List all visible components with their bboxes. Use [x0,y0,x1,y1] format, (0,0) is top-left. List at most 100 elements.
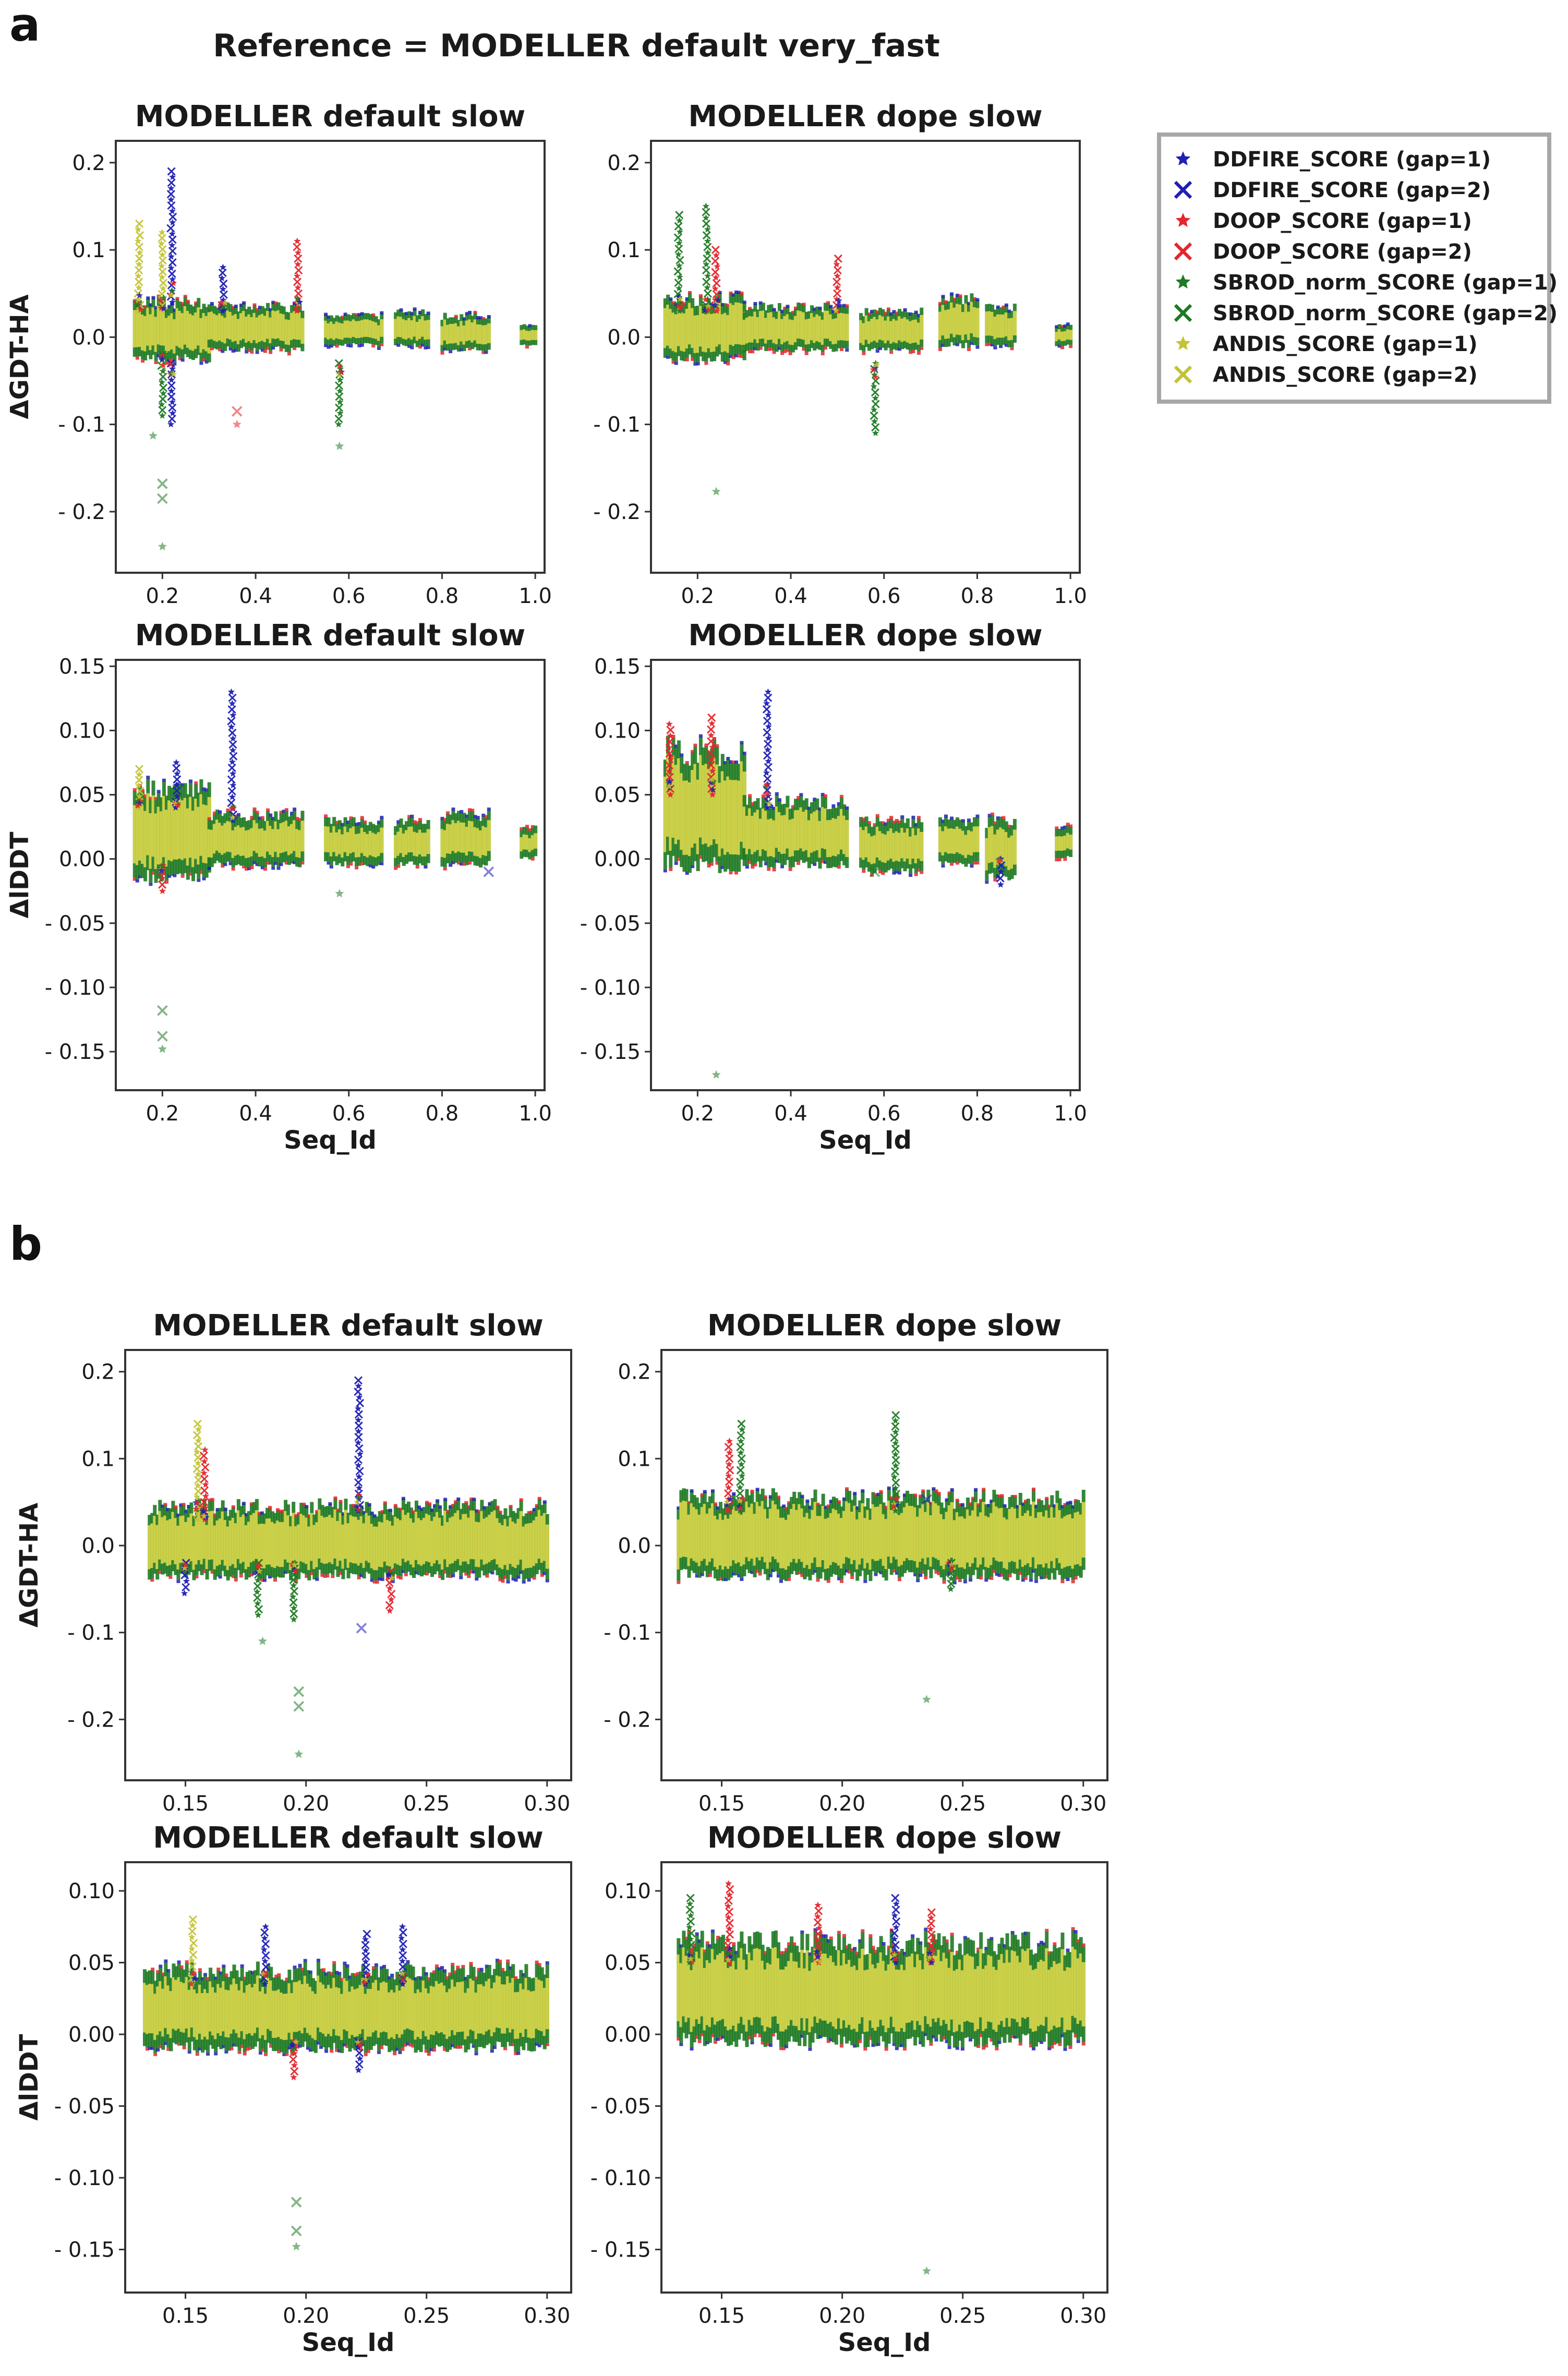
spike-point-sbrod [947,1585,955,1592]
point-band-andis [740,303,744,345]
point-band-edge [221,864,225,868]
point-band-edge [684,1936,689,1940]
point-band-andis [522,834,526,850]
point-band-edge [975,298,980,301]
point-band-andis [215,1520,220,1566]
point-band-andis [191,315,196,351]
point-band-andis [209,1981,213,2032]
point-band-edge [263,349,267,353]
point-band-andis [850,1967,854,2030]
spike-point-sbrod [158,406,167,415]
spike-base-point [262,1972,270,1979]
spike-base-point [677,304,684,311]
x-tick-label: 0.4 [239,584,272,608]
point-band-andis [532,1991,536,2039]
point-band-andis [892,1501,896,1557]
point-band-edge [740,1577,744,1581]
spike-point-sbrod [891,1422,900,1431]
point-band-andis [365,1513,369,1561]
outlier-point-sbrod [335,441,344,450]
point-band-andis [198,1984,202,2034]
spike-point-sbrod [703,289,712,298]
point-band-andis [396,316,401,337]
point-band-edge [159,2045,163,2048]
point-band-andis [143,316,148,352]
point-band-edge [135,879,139,883]
point-band-andis [863,1970,867,2032]
point-band-andis [545,1977,549,2030]
point-band-edge [808,1952,812,1956]
point-band-andis [1008,1962,1012,2027]
point-band-andis [408,1979,413,2030]
point-band-edge [703,1949,707,1953]
point-band-edge [250,816,254,819]
point-band-andis [203,1989,207,2037]
point-band-andis [807,820,811,858]
spike-point-doop [814,1907,823,1915]
point-band-andis [406,1976,410,2029]
spike-point-doop [200,1475,209,1484]
point-band-edge [501,1579,505,1583]
point-band-edge [522,1973,526,1976]
point-band-edge [992,1570,996,1573]
point-band-edge [380,311,384,315]
point-band-edge [850,1948,854,1952]
point-band-andis [818,1950,823,2019]
point-band-edge [958,1579,962,1583]
point-band-edge [818,1931,823,1935]
point-band-andis [941,831,945,855]
point-band-andis [783,316,787,343]
point-band-andis [934,1503,938,1559]
spike-point-ddfire [167,201,176,210]
spike-point-doop [834,284,841,291]
point-band-andis [803,1968,807,2031]
point-band-andis [858,1958,862,2024]
point-band-andis [697,1514,702,1566]
point-band-edge [180,874,185,878]
point-band-andis [477,1984,481,2034]
point-band-andis [703,1504,707,1559]
point-band-edge [700,1573,704,1576]
point-band-edge [161,1972,165,1976]
point-band-edge [751,350,755,354]
point-band-edge [195,2053,199,2056]
point-band-edge [258,2051,262,2055]
point-band-edge [252,861,257,864]
point-band-andis [924,1947,928,2017]
spike-point-doop [725,1914,732,1921]
spike-point-sbrod [702,202,710,210]
spike-point-doop [665,744,672,751]
point-band-edge [687,1501,691,1504]
spike-point-sbrod [703,260,710,268]
point-band-edge [1037,1499,1041,1502]
point-band-andis [897,316,901,341]
point-band-andis [293,311,297,340]
point-band-andis [1055,1503,1059,1559]
point-band-edge [1060,325,1065,329]
spike-point-ddfire [168,242,176,249]
spike-base-point [835,304,842,311]
point-band-edge [1031,1569,1035,1573]
spike-base-point [736,1497,743,1504]
point-band-andis [1058,1963,1062,2028]
spike-point-ddfire [891,1935,898,1943]
spike-point-andis [135,781,142,789]
point-band-edge [783,349,787,353]
point-band-andis [419,1520,424,1566]
point-band-andis [351,1986,355,2035]
spike-point-andis [194,1453,202,1462]
point-band-edge [780,865,785,869]
point-band-andis [437,1983,441,2033]
point-band-andis [755,1948,759,2017]
point-band-edge [677,1506,681,1510]
point-band-andis [374,834,378,858]
point-band-edge [154,797,158,800]
point-band-andis [895,831,899,861]
point-band-andis [753,812,757,852]
point-band-andis [955,304,959,335]
point-band-andis [428,1515,432,1563]
point-band-andis [782,1517,786,1569]
point-band-edge [298,1963,302,1967]
point-band-edge [199,361,203,365]
point-band-edge [947,1491,951,1495]
